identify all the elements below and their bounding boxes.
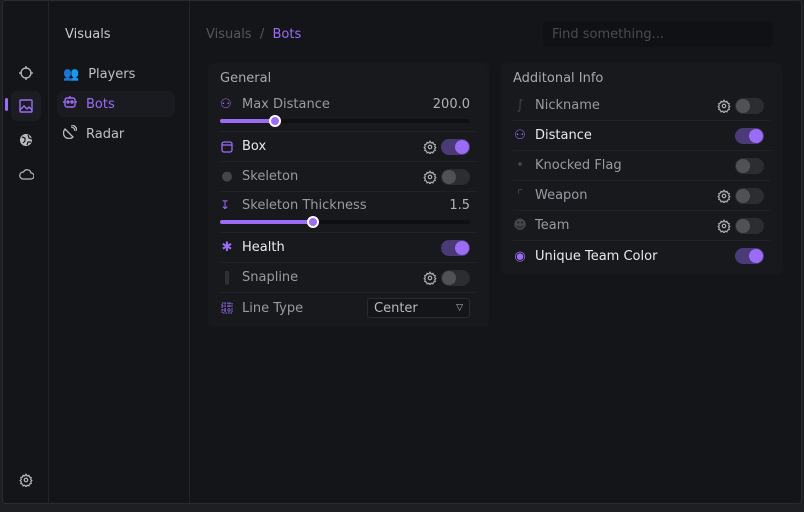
distance-icon: ⚇: [220, 96, 232, 112]
row-label: Distance: [535, 128, 592, 143]
breadcrumb-current: Bots: [272, 27, 302, 42]
crosshair-icon[interactable]: [11, 58, 41, 88]
globe-icon[interactable]: [11, 125, 41, 155]
skeleton-toggle[interactable]: [441, 168, 470, 185]
row-label: Knocked Flag: [535, 158, 622, 173]
row-label: Box: [242, 139, 267, 154]
additional-info-panel: Additonal Info ∫ Nickname ⚇ Distance • Knocke…: [501, 63, 783, 275]
additional-row: ⌜ Weapon: [513, 181, 771, 211]
slider-label: Skeleton Thickness: [242, 197, 367, 213]
gear-icon[interactable]: [423, 169, 437, 184]
breadcrumb: Visuals / Bots: [206, 27, 301, 42]
select-value: Center: [374, 300, 418, 316]
panel-title: General: [220, 71, 272, 86]
icon-rail: [3, 1, 49, 503]
cloud-icon[interactable]: [11, 159, 41, 189]
box-toggle[interactable]: [441, 138, 470, 155]
gear-icon[interactable]: [717, 218, 731, 233]
slider-fill: [220, 119, 275, 123]
row-label: Weapon: [535, 188, 588, 203]
row-label: Team: [535, 218, 570, 233]
satellite-icon: [62, 124, 78, 143]
slider-handle[interactable]: [306, 216, 319, 228]
skeleton-thickness-slider[interactable]: [220, 216, 470, 228]
main-content: Visuals / Bots General ⚇ Max Distance 200.…: [190, 1, 801, 503]
signature-icon: ∫: [516, 98, 524, 113]
asterisk-icon: ✱: [221, 240, 233, 255]
panel-title: Additonal Info: [513, 71, 604, 86]
row-label: Snapline: [242, 270, 299, 285]
distance-icon: ⚇: [514, 128, 526, 143]
nav-item-radar[interactable]: Radar: [57, 121, 175, 147]
toggle[interactable]: [735, 127, 764, 144]
skeleton-thickness-slider-row: ↧ Skeleton Thickness 1.5: [220, 192, 477, 233]
toggle[interactable]: [735, 248, 764, 264]
nav-item-players[interactable]: 👥 Players: [57, 61, 175, 87]
general-panel: General ⚇ Max Distance 200.0 Box ● Skeleton…: [208, 63, 489, 327]
row-label: Nickname: [535, 98, 600, 113]
toggle[interactable]: [735, 157, 764, 174]
nav-label: Bots: [86, 96, 115, 112]
palette-icon: ◉: [514, 248, 526, 264]
slider-label: Max Distance: [242, 96, 330, 112]
thermometer-icon: •: [516, 158, 524, 173]
additional-row: ⚇ Distance: [513, 121, 771, 151]
toggle[interactable]: [735, 217, 764, 234]
row-label: Health: [242, 240, 285, 255]
gear-icon[interactable]: [423, 270, 437, 285]
box-row: Box: [220, 132, 477, 162]
snapline-toggle[interactable]: [441, 269, 470, 286]
row-label: Skeleton: [242, 169, 299, 184]
gear-icon[interactable]: [717, 98, 731, 113]
toggle[interactable]: [735, 187, 764, 204]
sub-nav: Visuals 👥 Players Bots Radar: [49, 1, 190, 503]
additional-row: ◉ Unique Team Color: [513, 241, 771, 271]
skeleton-row: ● Skeleton: [220, 162, 477, 192]
users-icon: 👥: [63, 66, 80, 82]
slider-value: 1.5: [449, 197, 470, 213]
nav-title: Visuals: [65, 27, 111, 42]
slider-fill: [220, 220, 313, 224]
row-label: Unique Team Color: [535, 248, 658, 264]
gear-icon[interactable]: [423, 139, 437, 154]
max-distance-slider[interactable]: [220, 115, 470, 127]
nav-label: Radar: [86, 126, 125, 142]
line-type-row: Line Type Center ▽: [220, 293, 477, 323]
toggle[interactable]: [735, 97, 764, 114]
additional-row: ∫ Nickname: [513, 91, 771, 121]
nav-label: Players: [88, 66, 136, 82]
search-input[interactable]: [543, 21, 773, 47]
snapline-icon: ‖: [223, 270, 231, 285]
box-icon: [220, 140, 234, 154]
robot-icon: [63, 95, 77, 113]
gear-icon[interactable]: [717, 188, 731, 203]
thickness-icon: ↧: [220, 198, 231, 212]
additional-row: ☻ Team: [513, 211, 771, 241]
health-toggle[interactable]: [441, 239, 470, 256]
image-icon[interactable]: [11, 91, 41, 121]
nav-item-bots[interactable]: Bots: [57, 91, 175, 117]
chevron-down-icon: ▽: [456, 303, 463, 313]
line-type-select[interactable]: Center ▽: [367, 298, 470, 318]
row-label: Line Type: [242, 300, 304, 316]
app-window: Visuals 👥 Players Bots Radar Visuals / Bo…: [2, 0, 802, 504]
snapline-row: ‖ Snapline: [220, 263, 477, 293]
slider-value: 200.0: [432, 96, 470, 112]
grid-icon: [220, 301, 234, 315]
active-indicator: [5, 98, 8, 111]
health-row: ✱ Health: [220, 233, 477, 263]
skull-icon: ●: [221, 169, 233, 184]
breadcrumb-separator: /: [259, 27, 265, 42]
breadcrumb-parent[interactable]: Visuals: [206, 27, 252, 42]
settings-gear-icon[interactable]: [11, 465, 41, 495]
additional-row: • Knocked Flag: [513, 151, 771, 181]
slider-handle[interactable]: [269, 115, 281, 127]
gun-icon: ⌜: [516, 188, 524, 203]
max-distance-slider-row: ⚇ Max Distance 200.0: [220, 91, 477, 132]
user-plus-icon: ☻: [513, 218, 527, 233]
